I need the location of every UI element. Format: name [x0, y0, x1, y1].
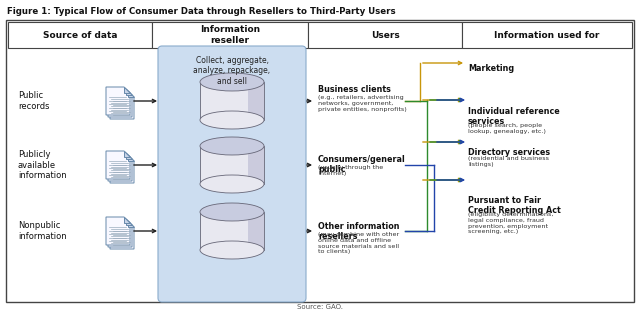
Text: Figure 1: Typical Flow of Consumer Data through Resellers to Third-Party Users: Figure 1: Typical Flow of Consumer Data … [7, 7, 396, 16]
Bar [248, 146, 264, 184]
Polygon shape [108, 219, 132, 247]
Polygon shape [110, 221, 134, 249]
Polygon shape [126, 153, 132, 159]
Text: Directory services: Directory services [468, 148, 550, 157]
Text: Source: GAO.: Source: GAO. [297, 304, 343, 310]
Bar [248, 82, 264, 120]
Text: (residential and business
listings): (residential and business listings) [468, 156, 549, 167]
Bar [248, 212, 264, 250]
FancyBboxPatch shape [308, 22, 462, 48]
Text: Nonpublic
information: Nonpublic information [18, 221, 67, 241]
Ellipse shape [200, 137, 264, 155]
Ellipse shape [200, 175, 264, 193]
Polygon shape [108, 89, 132, 117]
Text: Other information
resellers: Other information resellers [318, 222, 399, 241]
FancyBboxPatch shape [152, 22, 308, 48]
Polygon shape [124, 87, 130, 93]
Polygon shape [106, 151, 130, 179]
Polygon shape [124, 151, 130, 157]
Bar [200, 212, 264, 250]
Polygon shape [110, 155, 134, 183]
Text: Individual reference
services: Individual reference services [468, 107, 560, 126]
Text: Users: Users [371, 30, 399, 39]
Text: Source of data: Source of data [43, 30, 117, 39]
Text: Marketing: Marketing [468, 64, 514, 73]
Text: (eligibility determinations,
legal compliance, fraud
prevention, employment
scre: (eligibility determinations, legal compl… [468, 212, 554, 234]
Bar [200, 146, 264, 184]
Text: (usually through the
Internet): (usually through the Internet) [318, 165, 383, 176]
Text: Consumers/general
public: Consumers/general public [318, 155, 406, 174]
Bar [200, 82, 264, 120]
Polygon shape [110, 91, 134, 119]
Polygon shape [126, 219, 132, 225]
Ellipse shape [200, 203, 264, 221]
Polygon shape [124, 217, 130, 223]
Polygon shape [126, 89, 132, 95]
Text: Information used for: Information used for [494, 30, 600, 39]
Polygon shape [106, 217, 130, 245]
FancyBboxPatch shape [462, 22, 632, 48]
Text: (people search, people
lookup, genealogy, etc.): (people search, people lookup, genealogy… [468, 123, 546, 134]
Ellipse shape [200, 241, 264, 259]
Polygon shape [128, 91, 134, 97]
Polygon shape [128, 221, 134, 227]
Ellipse shape [200, 73, 264, 91]
Polygon shape [108, 153, 132, 181]
Text: Public
records: Public records [18, 91, 49, 111]
Ellipse shape [200, 111, 264, 129]
Text: Publicly
available
information: Publicly available information [18, 150, 67, 180]
FancyBboxPatch shape [158, 46, 306, 302]
FancyBboxPatch shape [6, 20, 634, 302]
Text: Pursuant to Fair
Credit Reporting Act: Pursuant to Fair Credit Reporting Act [468, 196, 561, 215]
Text: (e.g., retailers, advertising
networks, government,
private entities, nonprofits: (e.g., retailers, advertising networks, … [318, 95, 407, 112]
Polygon shape [128, 155, 134, 161]
Text: Business clients: Business clients [318, 85, 391, 94]
Text: (may combine with other
online data and offline
source materials and sell
to cli: (may combine with other online data and … [318, 232, 399, 254]
Polygon shape [106, 87, 130, 115]
FancyBboxPatch shape [8, 22, 152, 48]
Text: Information
reseller: Information reseller [200, 25, 260, 45]
Text: Collect, aggregate,
analyze, repackage,
and sell: Collect, aggregate, analyze, repackage, … [193, 56, 271, 86]
